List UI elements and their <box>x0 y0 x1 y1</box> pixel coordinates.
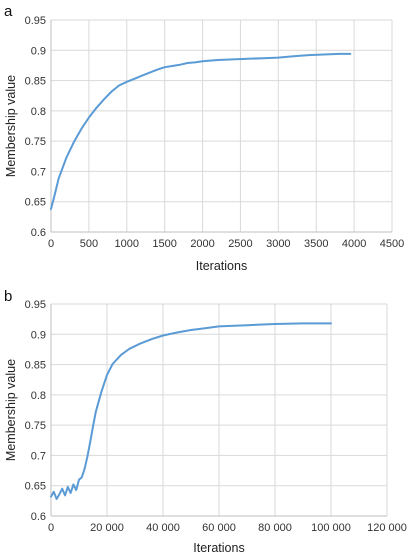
x-tick-label: 3500 <box>304 238 328 250</box>
y-tick-label: 0.6 <box>31 511 46 523</box>
x-tick-label: 20 000 <box>90 522 124 534</box>
x-tick-label: 500 <box>80 238 98 250</box>
x-tick-label: 2000 <box>190 238 214 250</box>
y-tick-label: 0.75 <box>25 420 46 432</box>
x-tick-label: 3000 <box>266 238 290 250</box>
panel-b: b 0.6 0.65 0.7 0.75 0.8 0.85 0.9 0.95 0 20 000 40 0… <box>4 288 407 555</box>
y-tick-label: 0.6 <box>31 227 46 239</box>
y-tick-label: 0.65 <box>25 197 46 209</box>
x-tick-label: 4000 <box>342 238 366 250</box>
series-line <box>50 322 332 500</box>
x-tick-label: 100 000 <box>311 522 351 534</box>
y-tick-label: 0.65 <box>25 481 46 493</box>
x-tick-label: 1000 <box>115 238 139 250</box>
y-tick-label: 0.7 <box>31 166 46 178</box>
x-tick-label: 120 000 <box>367 522 407 534</box>
y-tick-label: 0.85 <box>25 76 46 88</box>
x-tick-label: 60 000 <box>202 522 236 534</box>
y-tick-label: 0.9 <box>31 45 46 57</box>
y-tick-label: 0.85 <box>25 360 46 372</box>
x-tick-label: 4500 <box>380 238 404 250</box>
x-axis-label: Iterations <box>193 541 244 555</box>
x-tick-label: 80 000 <box>258 522 292 534</box>
x-tick-label: 2500 <box>228 238 252 250</box>
x-axis-label: Iterations <box>196 259 247 273</box>
y-tick-label: 0.8 <box>31 390 46 402</box>
y-tick-label: 0.75 <box>25 136 46 148</box>
panel-a: a 0.6 0.65 0.7 0.75 0.8 0.85 0.9 0.95 0 500 1000 150… <box>4 3 404 273</box>
x-tick-label: 40 000 <box>146 522 180 534</box>
y-axis-label: Membership value <box>4 75 18 177</box>
y-tick-label: 0.95 <box>25 299 46 311</box>
x-tick-label: 0 <box>48 238 54 250</box>
series-line <box>50 52 352 210</box>
x-tick-label: 1500 <box>152 238 176 250</box>
panel-label: b <box>4 288 12 305</box>
y-tick-label: 0.95 <box>25 15 46 27</box>
y-tick-label: 0.9 <box>31 329 46 341</box>
y-tick-label: 0.8 <box>31 106 46 118</box>
y-axis-label: Membership value <box>4 359 18 461</box>
y-tick-label: 0.7 <box>31 450 46 462</box>
panel-label: a <box>4 3 13 20</box>
x-tick-label: 0 <box>48 522 54 534</box>
